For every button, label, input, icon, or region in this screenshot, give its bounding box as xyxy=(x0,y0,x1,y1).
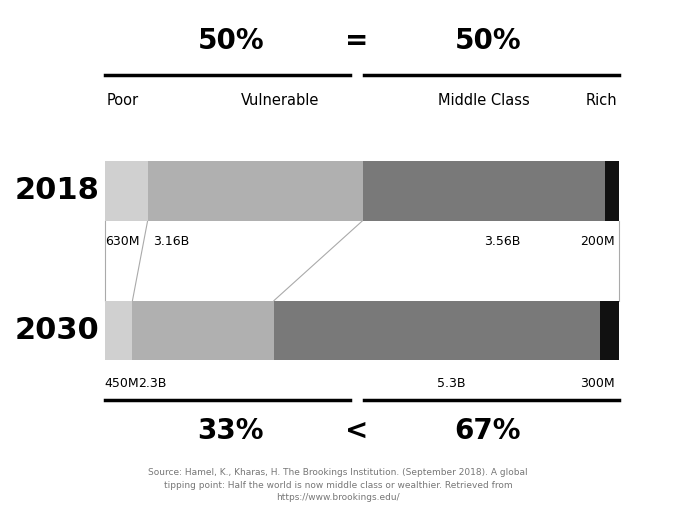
Text: Poor: Poor xyxy=(106,93,139,108)
Text: 2018: 2018 xyxy=(15,176,100,205)
Bar xyxy=(147,161,363,221)
Text: =: = xyxy=(345,27,368,55)
Text: Rich: Rich xyxy=(585,93,617,108)
Text: 50%: 50% xyxy=(197,27,264,55)
Text: 300M: 300M xyxy=(581,377,615,390)
Text: 450M: 450M xyxy=(105,377,139,390)
Bar xyxy=(105,161,147,221)
Bar xyxy=(274,300,600,360)
Text: 2.3B: 2.3B xyxy=(138,377,166,390)
Text: 2030: 2030 xyxy=(15,316,100,345)
Bar xyxy=(605,161,619,221)
Text: Source: Hamel, K., Kharas, H. The Brookings Institution. (September 2018). A glo: Source: Hamel, K., Kharas, H. The Brooki… xyxy=(148,468,528,502)
Text: 67%: 67% xyxy=(454,417,521,445)
Text: 3.16B: 3.16B xyxy=(153,235,189,248)
Text: Middle Class: Middle Class xyxy=(438,93,530,108)
Text: Vulnerable: Vulnerable xyxy=(241,93,319,108)
Bar xyxy=(132,300,274,360)
Text: 50%: 50% xyxy=(454,27,521,55)
Text: 5.3B: 5.3B xyxy=(437,377,466,390)
Bar xyxy=(600,300,619,360)
Text: 630M: 630M xyxy=(105,235,139,248)
Text: 200M: 200M xyxy=(581,235,615,248)
Text: 3.56B: 3.56B xyxy=(484,235,520,248)
Text: <: < xyxy=(345,417,368,445)
Bar xyxy=(105,300,132,360)
Text: 33%: 33% xyxy=(197,417,264,445)
Bar xyxy=(363,161,605,221)
